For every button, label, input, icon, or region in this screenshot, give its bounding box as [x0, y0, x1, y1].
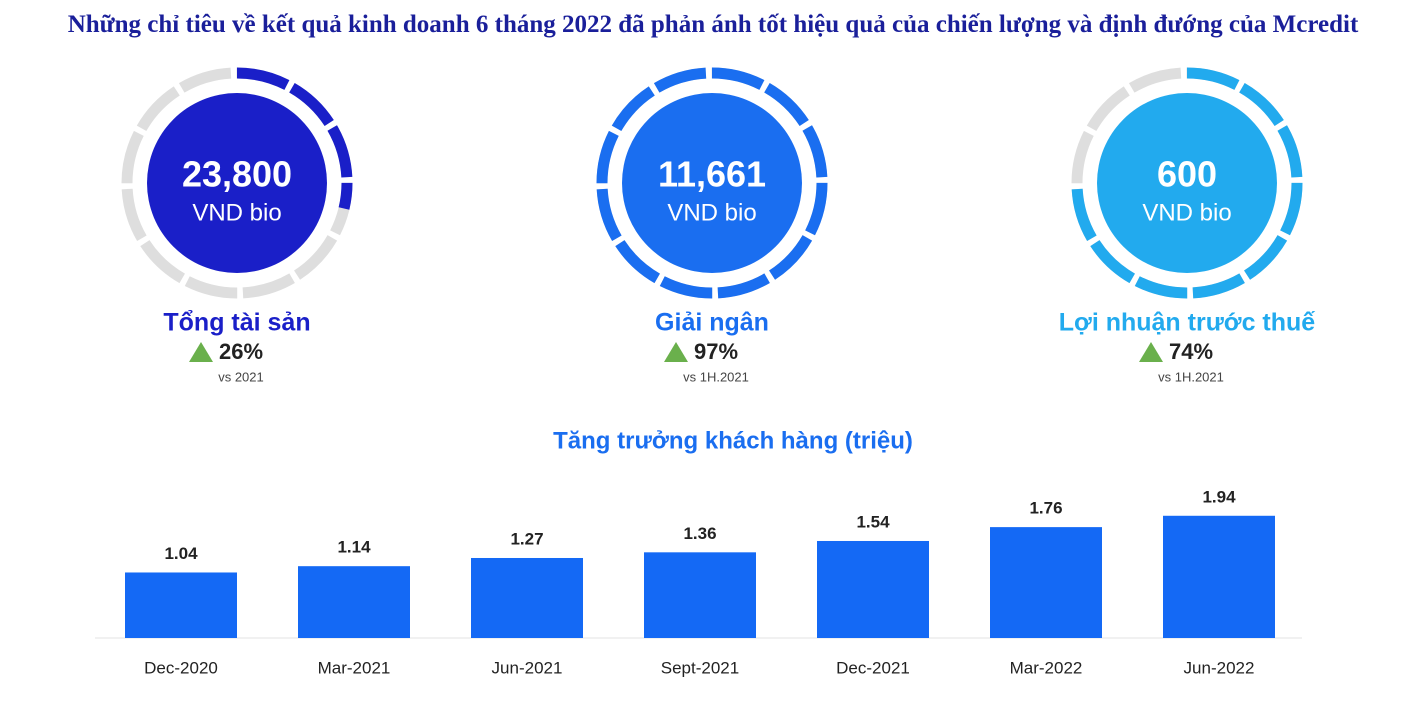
- kpi-disc: [1097, 93, 1277, 273]
- data-label: 1.76: [1029, 499, 1062, 518]
- ring-arc: [121, 67, 353, 299]
- data-label: 1.04: [164, 544, 198, 563]
- x-tick-label: Dec-2021: [836, 658, 910, 677]
- kpi-unit: VND bio: [192, 199, 281, 226]
- bar: [644, 552, 756, 638]
- data-label: 1.54: [856, 512, 890, 531]
- x-tick-label: Jun-2022: [1184, 658, 1255, 677]
- up-arrow: [664, 342, 688, 362]
- x-tick-label: Dec-2020: [144, 658, 218, 677]
- kpi-unit: VND bio: [1142, 199, 1231, 226]
- bar: [817, 540, 929, 638]
- kpi-compare: vs 1H.2021: [683, 369, 749, 384]
- x-tick-label: Jun-2021: [492, 658, 563, 677]
- ring-arc: [1071, 67, 1303, 299]
- bar: [471, 557, 583, 638]
- bar: [125, 572, 237, 638]
- kpi-value: 23,800: [182, 154, 292, 195]
- kpi-label: Tổng tài sản: [163, 309, 310, 337]
- data-label: 1.94: [1202, 487, 1236, 506]
- kpi-disc: [622, 93, 802, 273]
- x-tick-label: Mar-2021: [318, 658, 391, 677]
- up-arrow: [1139, 342, 1163, 362]
- x-tick-label: Mar-2022: [1010, 658, 1083, 677]
- kpi-change: 97%: [694, 339, 738, 364]
- ring-arc: [596, 67, 828, 299]
- kpi-compare: vs 2021: [218, 369, 264, 384]
- up-arrow: [189, 342, 213, 362]
- bar: [990, 527, 1102, 638]
- page-title: Những chỉ tiêu về kết quả kinh doanh 6 t…: [67, 11, 1359, 38]
- kpi-value: 600: [1157, 154, 1217, 195]
- chart-title: Tăng trưởng khách hàng (triệu): [553, 427, 913, 454]
- bar: [1163, 515, 1275, 638]
- kpi-value: 11,661: [658, 154, 766, 195]
- kpi-change: 26%: [219, 339, 263, 364]
- kpi-disc: [147, 93, 327, 273]
- data-label: 1.36: [683, 524, 716, 543]
- kpi-compare: vs 1H.2021: [1158, 369, 1224, 384]
- data-label: 1.14: [337, 538, 371, 557]
- kpi-label: Giải ngân: [655, 309, 769, 337]
- kpi-label: Lợi nhuận trước thuế: [1059, 309, 1316, 337]
- kpi-unit: VND bio: [667, 199, 756, 226]
- data-label: 1.27: [510, 529, 543, 548]
- x-tick-label: Sept-2021: [661, 658, 739, 677]
- kpi-change: 74%: [1169, 339, 1213, 364]
- bar: [298, 566, 410, 638]
